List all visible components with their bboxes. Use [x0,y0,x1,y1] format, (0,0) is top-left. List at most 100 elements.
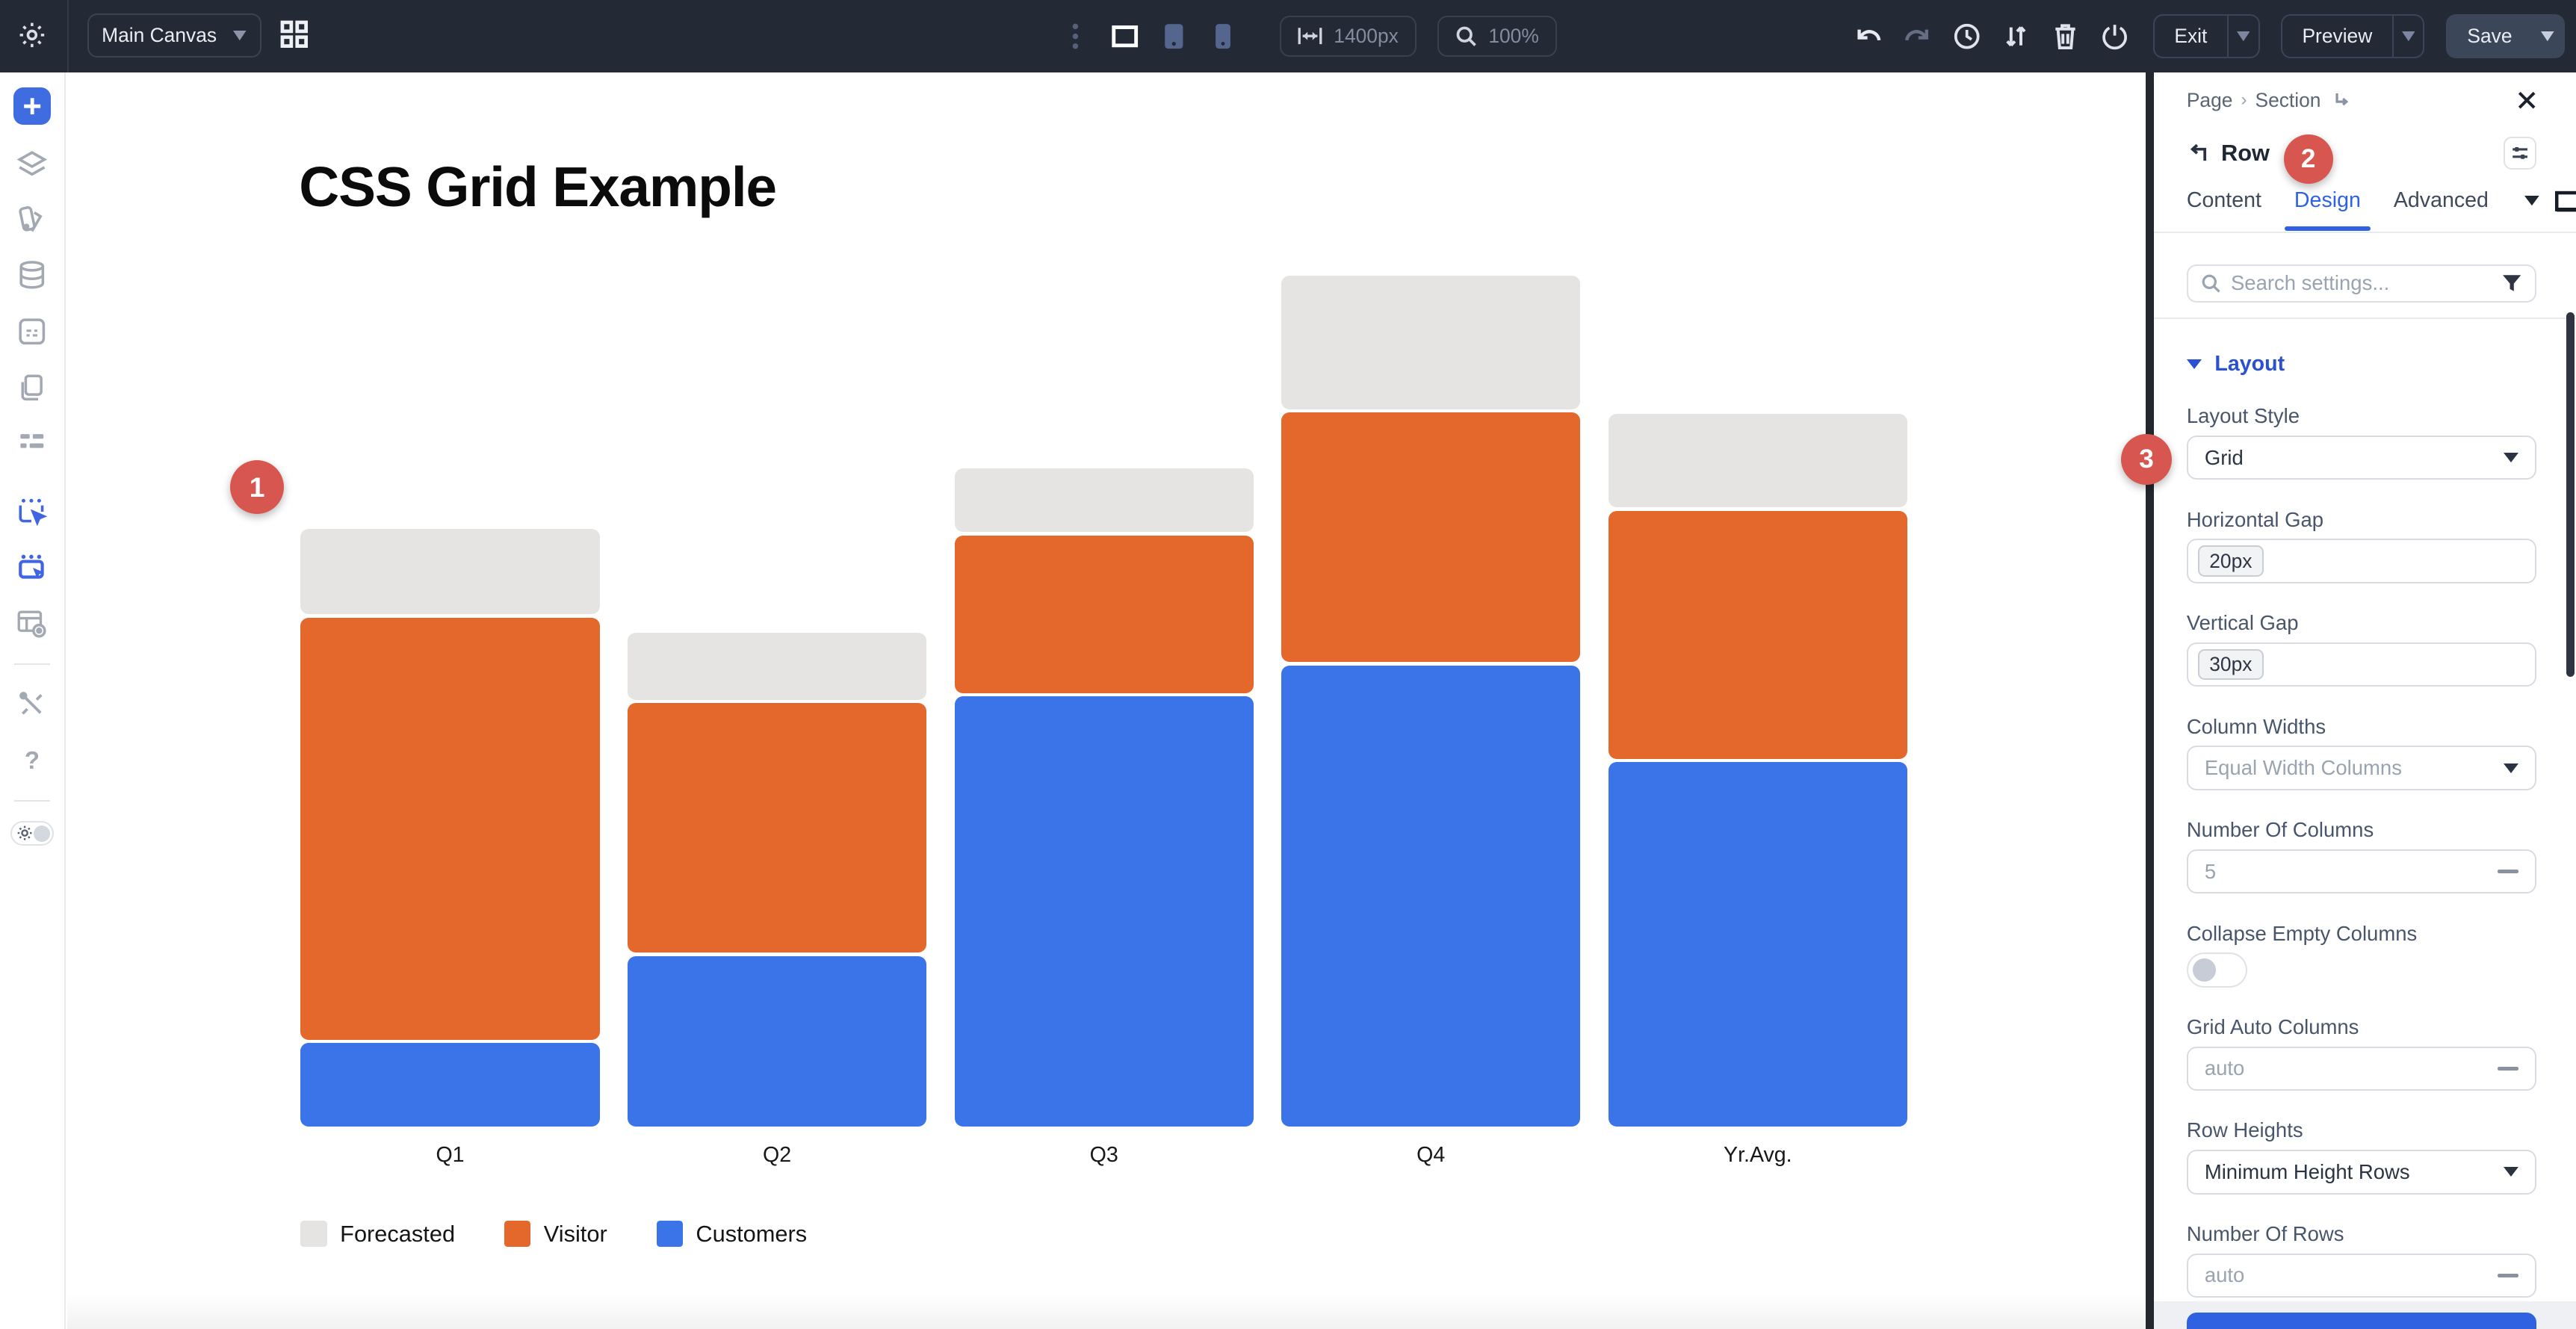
save-button[interactable]: Save [2446,13,2565,59]
field-value-number-of-rows: auto [2204,1263,2245,1287]
layers-icon[interactable] [16,148,49,181]
field-label-row-heights: Row Heights [2186,1118,2303,1142]
device-desktop-icon[interactable] [1111,22,1139,50]
tab-content[interactable]: Content [2186,188,2261,212]
bar-segment-customers[interactable] [300,1043,600,1127]
builder-settings-gear-icon[interactable] [16,19,48,51]
copy-pages-icon[interactable] [16,371,49,404]
add-element-button[interactable] [13,87,52,126]
input-number-of-rows[interactable]: auto [2186,1253,2537,1298]
bar-segment-forecasted[interactable] [300,529,600,615]
exit-dropdown-caret[interactable] [2226,15,2258,58]
chart-column-q3[interactable] [954,468,1254,1127]
bar-segment-forecasted[interactable] [1608,414,1907,508]
legend-label: Forecasted [340,1220,456,1247]
ai-cursor-alt-icon[interactable] [16,552,49,585]
chart-column-q2[interactable] [627,632,927,1127]
bar-segment-visitor[interactable] [1281,412,1581,663]
design-swatches-icon[interactable] [16,204,49,237]
layout-preview-eye-icon[interactable] [16,607,49,640]
bar-segment-customers[interactable] [1608,762,1907,1127]
help-question-icon[interactable]: ? [24,746,40,774]
input-vertical-gap[interactable]: 30px [2186,642,2537,687]
chevron-down-icon[interactable] [2504,763,2519,773]
preview-dropdown-caret[interactable] [2391,15,2424,58]
undo-icon[interactable] [1854,22,1882,50]
save-dropdown-caret[interactable] [2532,16,2563,57]
main-canvas[interactable]: CSS Grid Example Q1 Q2 Q3 Q4 Yr.Avg. Forecas… [67,72,2146,1329]
select-row-heights[interactable]: Minimum Height Rows [2186,1150,2537,1195]
element-box-icon[interactable] [16,315,49,348]
value-chip-vertical-gap[interactable]: 30px [2198,648,2264,681]
chart-column-q1[interactable] [300,529,600,1127]
annotation-badge-3: 3 [2120,433,2173,485]
toggle-collapse-empty-columns[interactable] [2186,952,2248,988]
trash-icon[interactable] [2052,22,2079,50]
responsive-desktop-icon[interactable] [2554,190,2576,229]
bar-segment-visitor[interactable] [954,535,1254,693]
tabs-dropdown-caret[interactable] [2524,195,2540,223]
unit-dash-icon[interactable] [2497,1274,2519,1277]
toggle-gear-icon [16,824,34,842]
bar-segment-customers[interactable] [1281,665,1581,1127]
exit-button[interactable]: Exit [2153,13,2260,59]
tools-icon[interactable] [16,688,49,721]
breadcrumb-separator: › [2241,90,2247,111]
unit-dash-icon[interactable] [2497,1067,2519,1071]
ai-cursor-icon[interactable] [16,496,49,529]
toolbar-separator [67,0,69,72]
category-label: Q3 [1089,1143,1118,1168]
chart-category-labels: Q1 Q2 Q3 Q4 Yr.Avg. [300,1143,1913,1168]
canvas-width-control[interactable]: 1400px [1279,15,1417,57]
import-export-icon[interactable] [2002,22,2030,50]
tab-design[interactable]: Design [2284,188,2372,232]
settings-search-box[interactable]: Search settings... [2186,264,2537,303]
section-layout-header[interactable]: Layout [2186,352,2536,377]
select-column-widths[interactable]: Equal Width Columns [2186,746,2537,790]
bar-segment-forecasted[interactable] [954,468,1254,533]
panel-resize-divider[interactable] [2145,72,2154,1329]
chart-column-q4[interactable] [1281,276,1581,1127]
bar-segment-customers[interactable] [954,696,1254,1127]
input-grid-auto-columns[interactable]: auto [2186,1046,2537,1091]
panel-scrollbar[interactable] [2566,312,2575,677]
bar-segment-visitor[interactable] [300,617,600,1040]
canvas-selector-label: Main Canvas [102,23,217,46]
chevron-down-icon[interactable] [2504,1167,2519,1177]
device-phone-icon[interactable] [1209,22,1236,50]
element-settings-icon[interactable] [2504,136,2537,170]
redo-icon[interactable] [1904,22,1931,50]
list-fields-icon[interactable] [16,427,49,460]
close-panel-icon[interactable] [2517,90,2536,110]
power-icon[interactable] [2101,22,2128,50]
bar-segment-visitor[interactable] [1608,510,1907,759]
return-arrow-icon[interactable] [2187,143,2208,163]
breadcrumb-page[interactable]: Page [2186,88,2233,111]
select-layout-style[interactable]: Grid [2186,435,2537,480]
more-dots-icon[interactable] [1062,22,1089,50]
preview-button[interactable]: Preview [2281,13,2425,59]
canvas-selector-dropdown[interactable]: Main Canvas [87,13,261,58]
bar-segment-forecasted[interactable] [627,632,927,700]
value-chip-horizontal-gap[interactable]: 20px [2198,545,2264,577]
chevron-down-icon[interactable] [2504,453,2519,462]
settings-toggle[interactable] [10,821,54,846]
bar-segment-visitor[interactable] [627,703,927,953]
device-tablet-icon[interactable] [1159,22,1187,50]
bar-segment-forecasted[interactable] [1281,276,1581,409]
history-clock-icon[interactable] [1953,22,1981,50]
input-number-of-columns[interactable]: 5 [2186,849,2537,894]
bar-segment-customers[interactable] [627,955,927,1127]
breadcrumb-section[interactable]: Section [2255,88,2321,111]
filter-funnel-icon[interactable] [2502,273,2521,293]
input-horizontal-gap[interactable]: 20px [2186,539,2537,583]
tab-advanced[interactable]: Advanced [2393,188,2489,212]
element-name: Row [2221,139,2270,166]
panel-footer-button[interactable] [2186,1313,2537,1329]
unit-dash-icon[interactable] [2497,870,2519,873]
grid-view-icon[interactable] [279,19,309,49]
chart-column-yravg[interactable] [1608,414,1907,1127]
database-icon[interactable] [16,259,49,292]
legend-item-customers: Customers [656,1221,807,1248]
zoom-control[interactable]: 100% [1437,15,1557,57]
